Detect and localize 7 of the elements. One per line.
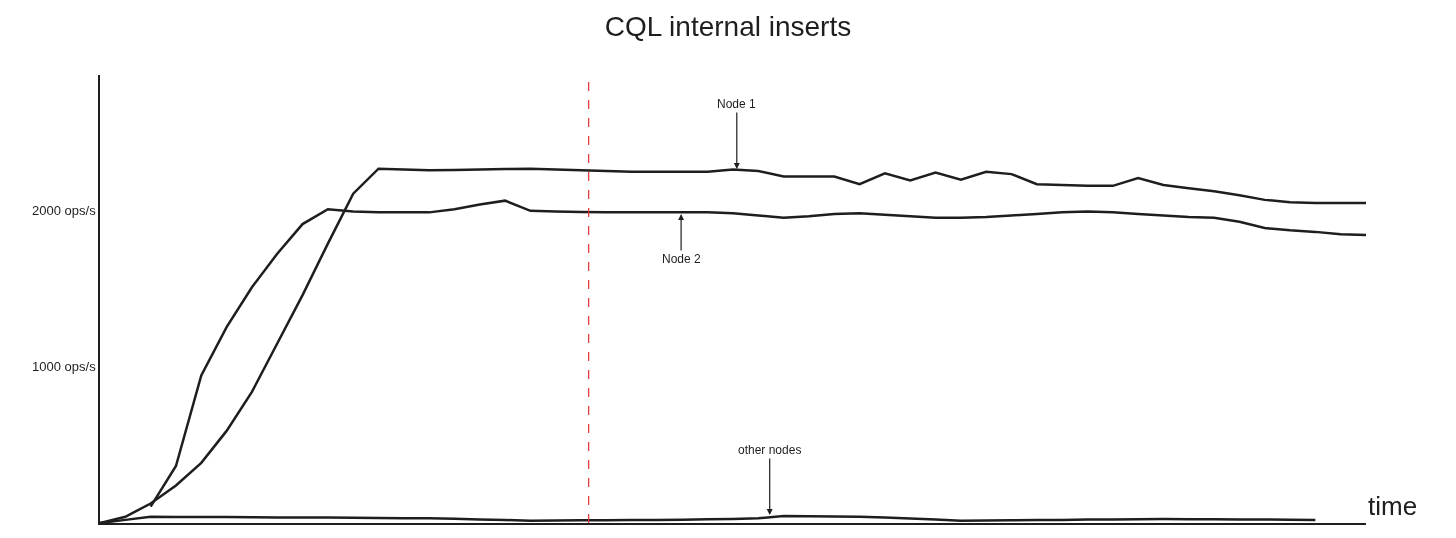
annotation: other nodes — [738, 443, 802, 457]
annotation: Node 1 — [717, 97, 757, 111]
y-tick-label: 1000 ops/s — [32, 359, 97, 375]
y-tick-label: 2000 ops/s — [32, 203, 97, 219]
chart-title: CQL internal inserts — [604, 10, 852, 42]
x-axis-title: time — [1368, 491, 1418, 521]
annotation: Node 2 — [662, 252, 702, 266]
